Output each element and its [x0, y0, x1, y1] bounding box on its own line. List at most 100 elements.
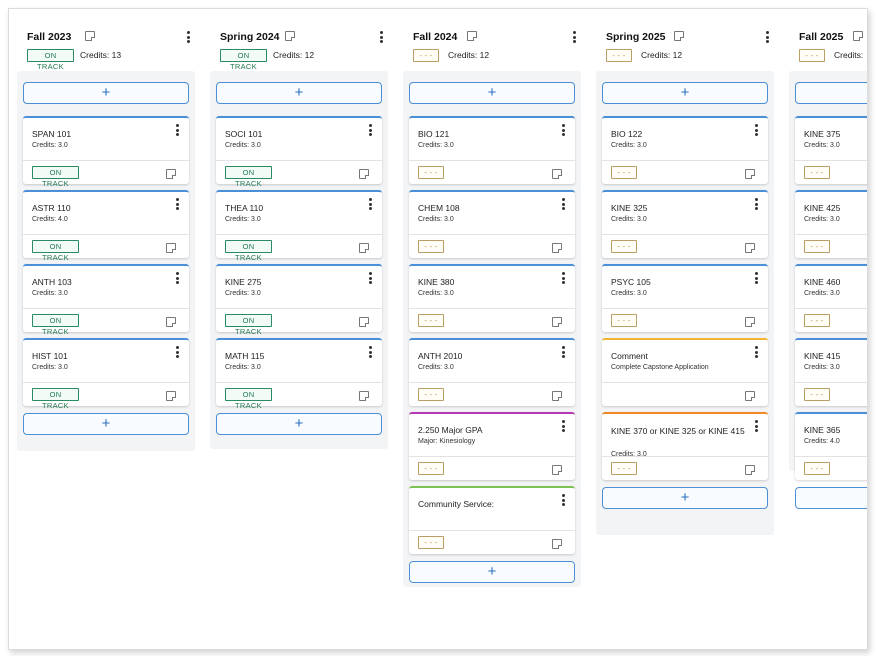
term-column: Fall 2023 ON TRACK Credits: 13 + SPAN 101 Cre…	[17, 19, 197, 451]
term-options-icon[interactable]	[572, 31, 576, 43]
course-status-badge: - - -	[804, 240, 830, 253]
card-options-icon[interactable]	[175, 272, 179, 284]
course-card[interactable]: KINE 380 Credits: 3.0 - - -	[409, 264, 575, 332]
term-status-badge: - - -	[413, 49, 439, 62]
card-options-icon[interactable]	[175, 346, 179, 358]
note-icon[interactable]	[359, 317, 369, 327]
card-options-icon[interactable]	[175, 198, 179, 210]
card-footer: - - -	[795, 234, 867, 258]
course-card[interactable]: SPAN 101 Credits: 3.0 ON TRACK	[23, 116, 189, 188]
course-subtitle: Credits: 4.0	[804, 438, 840, 445]
term-options-icon[interactable]	[186, 31, 190, 43]
course-card[interactable]: ANTH 2010 Credits: 3.0 - - -	[409, 338, 575, 406]
course-subtitle: Credits: 3.0	[804, 142, 840, 149]
course-card[interactable]: Community Service: - - -	[409, 486, 575, 554]
note-icon[interactable]	[745, 465, 755, 475]
course-status-badge: - - -	[418, 314, 444, 327]
course-card[interactable]: 2.250 Major GPA Major: Kinesiology - - -	[409, 412, 575, 480]
course-card[interactable]: KINE 325 Credits: 3.0 - - -	[602, 190, 768, 258]
course-card[interactable]: HIST 101 Credits: 3.0 ON TRACK	[23, 338, 189, 410]
course-card[interactable]: BIO 121 Credits: 3.0 - - -	[409, 116, 575, 184]
card-options-icon[interactable]	[561, 346, 565, 358]
course-title: MATH 115	[225, 351, 265, 361]
course-card[interactable]: THEA 110 Credits: 3.0 ON TRACK	[216, 190, 382, 262]
add-course-button-top[interactable]: +	[602, 82, 768, 104]
note-icon[interactable]	[552, 391, 562, 401]
note-icon[interactable]	[552, 465, 562, 475]
course-subtitle: Credits: 3.0	[804, 290, 840, 297]
card-options-icon[interactable]	[754, 420, 758, 432]
course-card[interactable]: KINE 375 Credits: 3.0 - - -	[795, 116, 867, 184]
note-icon[interactable]	[166, 243, 176, 253]
note-icon[interactable]	[552, 169, 562, 179]
add-course-button-top[interactable]: +	[216, 82, 382, 104]
course-card[interactable]: CHEM 108 Credits: 3.0 - - -	[409, 190, 575, 258]
course-status-badge: - - -	[418, 388, 444, 401]
note-icon[interactable]	[674, 31, 684, 41]
add-course-button-bottom[interactable]: +	[795, 487, 867, 509]
add-course-button-bottom[interactable]: +	[216, 413, 382, 435]
note-icon[interactable]	[166, 391, 176, 401]
course-card[interactable]: KINE 415 Credits: 3.0 - - -	[795, 338, 867, 406]
card-options-icon[interactable]	[561, 420, 565, 432]
course-card[interactable]: SOCI 101 Credits: 3.0 ON TRACK	[216, 116, 382, 188]
note-icon[interactable]	[745, 317, 755, 327]
note-icon[interactable]	[359, 169, 369, 179]
note-icon[interactable]	[166, 169, 176, 179]
card-options-icon[interactable]	[561, 124, 565, 136]
card-options-icon[interactable]	[368, 346, 372, 358]
course-card[interactable]: KINE 275 Credits: 3.0 ON TRACK	[216, 264, 382, 336]
course-card[interactable]: ASTR 110 Credits: 4.0 ON TRACK	[23, 190, 189, 262]
add-course-button-top[interactable]: +	[409, 82, 575, 104]
course-title: SPAN 101	[32, 129, 72, 139]
card-options-icon[interactable]	[175, 124, 179, 136]
note-icon[interactable]	[166, 317, 176, 327]
note-icon[interactable]	[359, 243, 369, 253]
card-options-icon[interactable]	[561, 198, 565, 210]
card-options-icon[interactable]	[561, 272, 565, 284]
add-course-button-top[interactable]: +	[23, 82, 189, 104]
card-options-icon[interactable]	[561, 494, 565, 506]
card-options-icon[interactable]	[368, 124, 372, 136]
add-course-button-bottom[interactable]: +	[602, 487, 768, 509]
term-lane: + BIO 122 Credits: 3.0 - - - KINE 325 Credits…	[596, 71, 774, 535]
course-card[interactable]: KINE 365 Credits: 4.0 - - -	[795, 412, 867, 480]
card-footer: ON TRACK	[23, 308, 189, 336]
credits-label: Credits:	[80, 50, 110, 60]
card-footer: ON TRACK	[216, 382, 382, 410]
note-icon[interactable]	[745, 391, 755, 401]
course-card[interactable]: KINE 425 Credits: 3.0 - - -	[795, 190, 867, 258]
card-footer: ON TRACK	[216, 308, 382, 336]
note-icon[interactable]	[853, 31, 863, 41]
course-card[interactable]: ANTH 103 Credits: 3.0 ON TRACK	[23, 264, 189, 336]
note-icon[interactable]	[359, 391, 369, 401]
card-options-icon[interactable]	[754, 124, 758, 136]
term-options-icon[interactable]	[379, 31, 383, 43]
note-icon[interactable]	[552, 317, 562, 327]
card-options-icon[interactable]	[754, 198, 758, 210]
course-card[interactable]: PSYC 105 Credits: 3.0 - - -	[602, 264, 768, 332]
course-card[interactable]: KINE 460 Credits: 3.0 - - -	[795, 264, 867, 332]
card-options-icon[interactable]	[368, 198, 372, 210]
note-icon[interactable]	[745, 243, 755, 253]
card-options-icon[interactable]	[754, 346, 758, 358]
note-icon[interactable]	[85, 31, 95, 41]
note-icon[interactable]	[552, 243, 562, 253]
note-icon[interactable]	[285, 31, 295, 41]
note-icon[interactable]	[467, 31, 477, 41]
course-title: ANTH 103	[32, 277, 72, 287]
note-icon[interactable]	[552, 539, 562, 549]
card-options-icon[interactable]	[368, 272, 372, 284]
add-course-button-top[interactable]: +	[795, 82, 867, 104]
note-icon[interactable]	[745, 169, 755, 179]
course-card[interactable]: MATH 115 Credits: 3.0 ON TRACK	[216, 338, 382, 410]
add-course-button-bottom[interactable]: +	[23, 413, 189, 435]
course-subtitle: Major: Kinesiology	[418, 438, 476, 445]
add-course-button-bottom[interactable]: +	[409, 561, 575, 583]
course-card[interactable]: BIO 122 Credits: 3.0 - - -	[602, 116, 768, 184]
course-card[interactable]: Comment Complete Capstone Application	[602, 338, 768, 406]
card-options-icon[interactable]	[754, 272, 758, 284]
course-card[interactable]: KINE 370 or KINE 325 or KINE 415 Credits:…	[602, 412, 768, 480]
term-options-icon[interactable]	[765, 31, 769, 43]
term-title: Fall 2025	[799, 31, 844, 43]
